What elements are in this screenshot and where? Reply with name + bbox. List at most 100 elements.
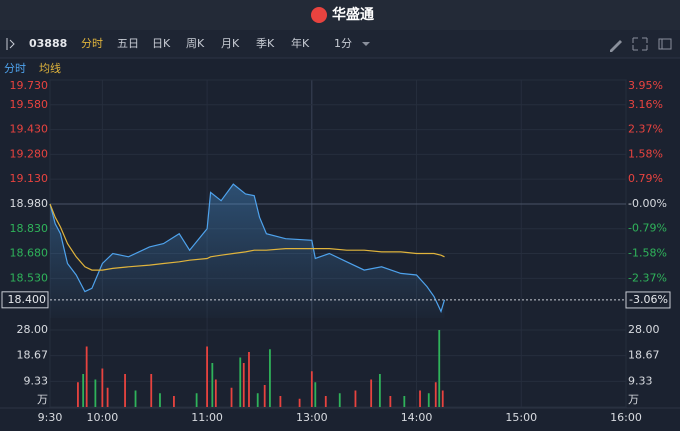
tab[interactable]: 季K [256, 37, 275, 50]
y2-tick-label: 1.58% [628, 147, 663, 160]
volume-bar [134, 390, 137, 407]
logo-icon [311, 7, 327, 23]
legend-average: 均线 [39, 61, 61, 75]
y-tick-label: 19.730 [10, 79, 49, 92]
volume-bar [314, 382, 317, 407]
volume-bar [389, 396, 392, 407]
interval[interactable]: 1分 [334, 37, 352, 50]
y2-tick-label: -0.79% [628, 222, 667, 235]
volume-bar [378, 374, 381, 407]
collapse-icon[interactable] [6, 38, 15, 50]
x-tick-label: 16:00 [610, 411, 642, 424]
volume-bar [438, 330, 441, 407]
dropdown-arrow[interactable] [362, 42, 370, 46]
tabs: 分时 五日 日K 周K 月K 季K 年K [81, 36, 310, 50]
volume-bar [94, 379, 97, 407]
volume-bar [441, 390, 444, 407]
volume-bar [85, 346, 88, 407]
volume-bar [195, 393, 198, 407]
last-change-label: -3.06% [629, 293, 668, 306]
volume-bar [101, 368, 104, 407]
volume-bar [256, 393, 259, 407]
volume-bar [77, 382, 79, 407]
x-tick-label: 15:00 [505, 411, 537, 424]
x-tick-label: 9:30 [38, 411, 63, 424]
volume-bar [370, 379, 373, 407]
volume-bar [230, 387, 233, 407]
x-tick-label: 11:00 [191, 411, 223, 424]
volume-bar [338, 393, 341, 407]
y2-tick-label: 3.95% [628, 79, 663, 92]
y-tick-label: 18.530 [10, 271, 49, 284]
y-tick-label: 28.00 [17, 323, 49, 336]
y-tick-label: 18.980 [10, 197, 49, 210]
volume-bar [263, 385, 266, 407]
toolbar [0, 30, 680, 58]
volume-bar [206, 346, 208, 407]
volume-bar [427, 393, 430, 407]
symbol: 03888 [29, 37, 67, 50]
y2-tick-label: 18.67 [628, 349, 660, 362]
y-tick-label: 18.680 [10, 247, 49, 260]
y-tick-label: 18.830 [10, 222, 49, 235]
volume-bar [150, 374, 153, 407]
y2-tick-label: -0.00% [628, 197, 667, 210]
legend-line: 分时 [4, 62, 26, 75]
volume-bar [124, 374, 126, 407]
volume-bar [403, 396, 406, 407]
y2-tick-label: 9.33 [628, 374, 653, 387]
volume-bar [248, 352, 250, 407]
fullscreen-icon[interactable] [632, 37, 648, 51]
last-price-box [1, 291, 49, 309]
volume-bar [269, 349, 271, 407]
y2-tick-label: 28.00 [628, 323, 660, 336]
average-line [49, 203, 445, 271]
volume-bar [239, 357, 242, 407]
volume-bar [82, 374, 85, 407]
y-tick-label: 19.280 [10, 147, 49, 160]
tab[interactable]: 五日 [117, 37, 139, 50]
y-tick-label: 18.67 [17, 349, 49, 362]
volume-bar [242, 363, 245, 407]
x-tick-label: 10:00 [87, 411, 119, 424]
y-tick-label: 19.580 [10, 98, 49, 111]
tab[interactable]: 日K [152, 37, 171, 50]
y2-tick-label: -2.37% [628, 271, 667, 284]
volume-bar [354, 390, 357, 407]
volume-bar [324, 396, 327, 407]
y-tick-label: 万 [37, 393, 48, 406]
tab[interactable]: 分时 [81, 37, 103, 50]
tab[interactable]: 年K [291, 36, 310, 50]
volume-bar [159, 393, 161, 407]
panel-icon[interactable] [658, 38, 672, 50]
volume-bar [106, 387, 109, 407]
header-bar [0, 0, 680, 30]
volume-bar [211, 363, 214, 407]
y2-tick-label: 万 [628, 393, 639, 406]
volume-bar [419, 390, 421, 407]
x-tick-label: 13:00 [296, 411, 328, 424]
y2-tick-label: 3.16% [628, 98, 663, 111]
y2-tick-label: 2.37% [628, 123, 663, 136]
app-title: 华盛通 [332, 6, 374, 23]
tab[interactable]: 周K [186, 37, 205, 50]
volume-bar [279, 396, 282, 407]
volume-bar [434, 382, 437, 407]
y-tick-label: 9.33 [24, 374, 49, 387]
draw-icon[interactable] [610, 40, 622, 52]
tab[interactable]: 月K [221, 37, 240, 50]
x-tick-label: 14:00 [401, 411, 433, 424]
y2-tick-label: 0.79% [628, 172, 663, 185]
y2-tick-label: -1.58% [628, 247, 667, 260]
volume-bar [173, 396, 175, 407]
volume-bar [214, 379, 217, 407]
y-tick-label: 19.430 [10, 123, 49, 136]
last-change-box [625, 291, 671, 309]
price-line [49, 183, 446, 314]
last-price-label: 18.400 [8, 293, 47, 306]
y-tick-label: 19.130 [10, 172, 49, 185]
volume-bar [310, 371, 313, 407]
